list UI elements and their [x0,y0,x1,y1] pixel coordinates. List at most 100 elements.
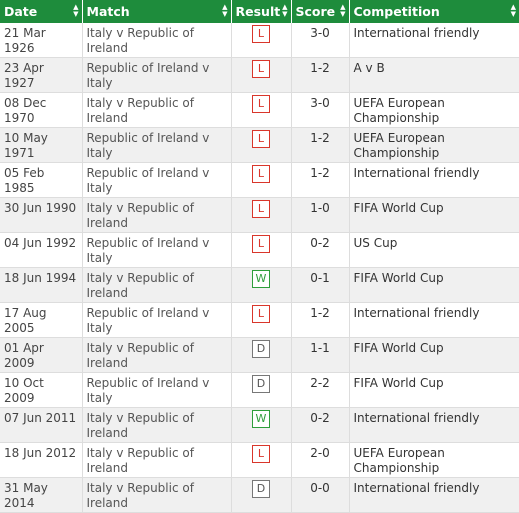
table-row: 10 Oct 2009 Republic of Ireland v Italy … [0,372,519,408]
match-date: 07 Jun 2011 [4,411,77,425]
result-badge: L [252,305,270,323]
match-score: 1-1 [310,341,330,355]
match-score: 2-0 [310,446,330,460]
sort-arrows-icon[interactable]: ▲ ▼ [73,3,79,18]
match-teams: Italy v Republic of Ireland [86,26,194,55]
match-score: 1-2 [310,306,330,320]
match-date: 08 Dec 1970 [4,96,47,125]
match-date: 04 Jun 1992 [4,236,77,250]
match-score: 1-2 [310,166,330,180]
table-row: 07 Jun 2011 Italy v Republic of Ireland … [0,407,519,443]
match-teams: Republic of Ireland v Italy [86,306,210,335]
sort-arrows-icon[interactable]: ▲ ▼ [510,3,516,18]
match-date: 30 Jun 1990 [4,201,77,215]
competition-name: FIFA World Cup [353,341,444,355]
score-column-header[interactable]: Score ▲ ▼ [291,0,350,23]
match-date: 31 May 2014 [4,481,48,510]
match-teams: Italy v Republic of Ireland [86,341,194,370]
date-header-label: Date [4,4,38,19]
competition-name: International friendly [353,306,480,320]
competition-column-header[interactable]: Competition ▲ ▼ [349,0,519,23]
match-teams: Republic of Ireland v Italy [86,61,210,90]
competition-name: FIFA World Cup [353,201,444,215]
table-row: 10 May 1971 Republic of Ireland v Italy … [0,127,519,163]
match-score: 1-2 [310,131,330,145]
competition-name: UEFA European Championship [353,131,445,160]
result-badge: L [252,200,270,218]
competition-name: International friendly [353,481,480,495]
sort-arrows-icon[interactable]: ▲ ▼ [282,3,288,18]
table-row: 04 Jun 1992 Republic of Ireland v Italy … [0,232,519,268]
match-date: 05 Feb 1985 [4,166,45,195]
match-date: 18 Jun 2012 [4,446,77,460]
match-teams: Republic of Ireland v Italy [86,131,210,160]
result-badge: L [252,445,270,463]
result-badge: L [252,95,270,113]
result-badge: L [252,165,270,183]
match-score: 0-2 [310,236,330,250]
match-teams: Republic of Ireland v Italy [86,166,210,195]
competition-name: International friendly [353,166,480,180]
result-column-header[interactable]: Result ▲ ▼ [231,0,292,23]
match-header-label: Match [86,4,130,19]
table-row: 08 Dec 1970 Italy v Republic of Ireland … [0,92,519,128]
score-header-label: Score [295,4,336,19]
results-body: 21 Mar 1926 Italy v Republic of Ireland … [0,23,519,513]
match-date: 01 Apr 2009 [4,341,44,370]
table-row: 30 Jun 1990 Italy v Republic of Ireland … [0,197,519,233]
table-row: 05 Feb 1985 Republic of Ireland v Italy … [0,162,519,198]
result-badge: W [252,410,270,428]
competition-name: A v B [353,61,385,75]
table-row: 18 Jun 2012 Italy v Republic of Ireland … [0,442,519,478]
match-date: 23 Apr 1927 [4,61,44,90]
match-date: 10 Oct 2009 [4,376,44,405]
table-row: 31 May 2014 Italy v Republic of Ireland … [0,477,519,513]
header-row: Date ▲ ▼ Match ▲ ▼ Result ▲ ▼ Score ▲ ▼ Comp… [0,0,519,23]
match-date: 17 Aug 2005 [4,306,47,335]
result-badge: D [252,480,270,498]
result-badge: D [252,375,270,393]
match-teams: Italy v Republic of Ireland [86,411,194,440]
result-badge: D [252,340,270,358]
table-row: 18 Jun 1994 Italy v Republic of Ireland … [0,267,519,303]
match-teams: Republic of Ireland v Italy [86,376,210,405]
competition-name: US Cup [353,236,398,250]
match-date: 18 Jun 1994 [4,271,77,285]
competition-name: International friendly [353,411,480,425]
match-date: 21 Mar 1926 [4,26,46,55]
match-teams: Italy v Republic of Ireland [86,201,194,230]
competition-name: FIFA World Cup [353,376,444,390]
match-teams: Italy v Republic of Ireland [86,446,194,475]
match-date: 10 May 1971 [4,131,48,160]
match-teams: Italy v Republic of Ireland [86,96,194,125]
competition-name: UEFA European Championship [353,446,445,475]
match-teams: Republic of Ireland v Italy [86,236,210,265]
table-row: 01 Apr 2009 Italy v Republic of Ireland … [0,337,519,373]
match-score: 1-2 [310,61,330,75]
date-column-header[interactable]: Date ▲ ▼ [0,0,83,23]
match-score: 3-0 [310,96,330,110]
sort-arrows-icon[interactable]: ▲ ▼ [340,3,346,18]
result-badge: W [252,270,270,288]
sort-arrows-icon[interactable]: ▲ ▼ [222,3,228,18]
competition-name: FIFA World Cup [353,271,444,285]
match-column-header[interactable]: Match ▲ ▼ [82,0,232,23]
competition-header-label: Competition [353,4,440,19]
match-score: 1-0 [310,201,330,215]
result-badge: L [252,235,270,253]
match-score: 0-1 [310,271,330,285]
table-row: 17 Aug 2005 Republic of Ireland v Italy … [0,302,519,338]
competition-name: International friendly [353,26,480,40]
match-score: 2-2 [310,376,330,390]
match-teams: Italy v Republic of Ireland [86,481,194,510]
match-score: 0-0 [310,481,330,495]
table-row: 23 Apr 1927 Republic of Ireland v Italy … [0,57,519,93]
match-score: 0-2 [310,411,330,425]
result-header-label: Result [235,4,281,19]
match-score: 3-0 [310,26,330,40]
result-badge: L [252,60,270,78]
table-row: 21 Mar 1926 Italy v Republic of Ireland … [0,23,519,58]
result-badge: L [252,25,270,43]
competition-name: UEFA European Championship [353,96,445,125]
